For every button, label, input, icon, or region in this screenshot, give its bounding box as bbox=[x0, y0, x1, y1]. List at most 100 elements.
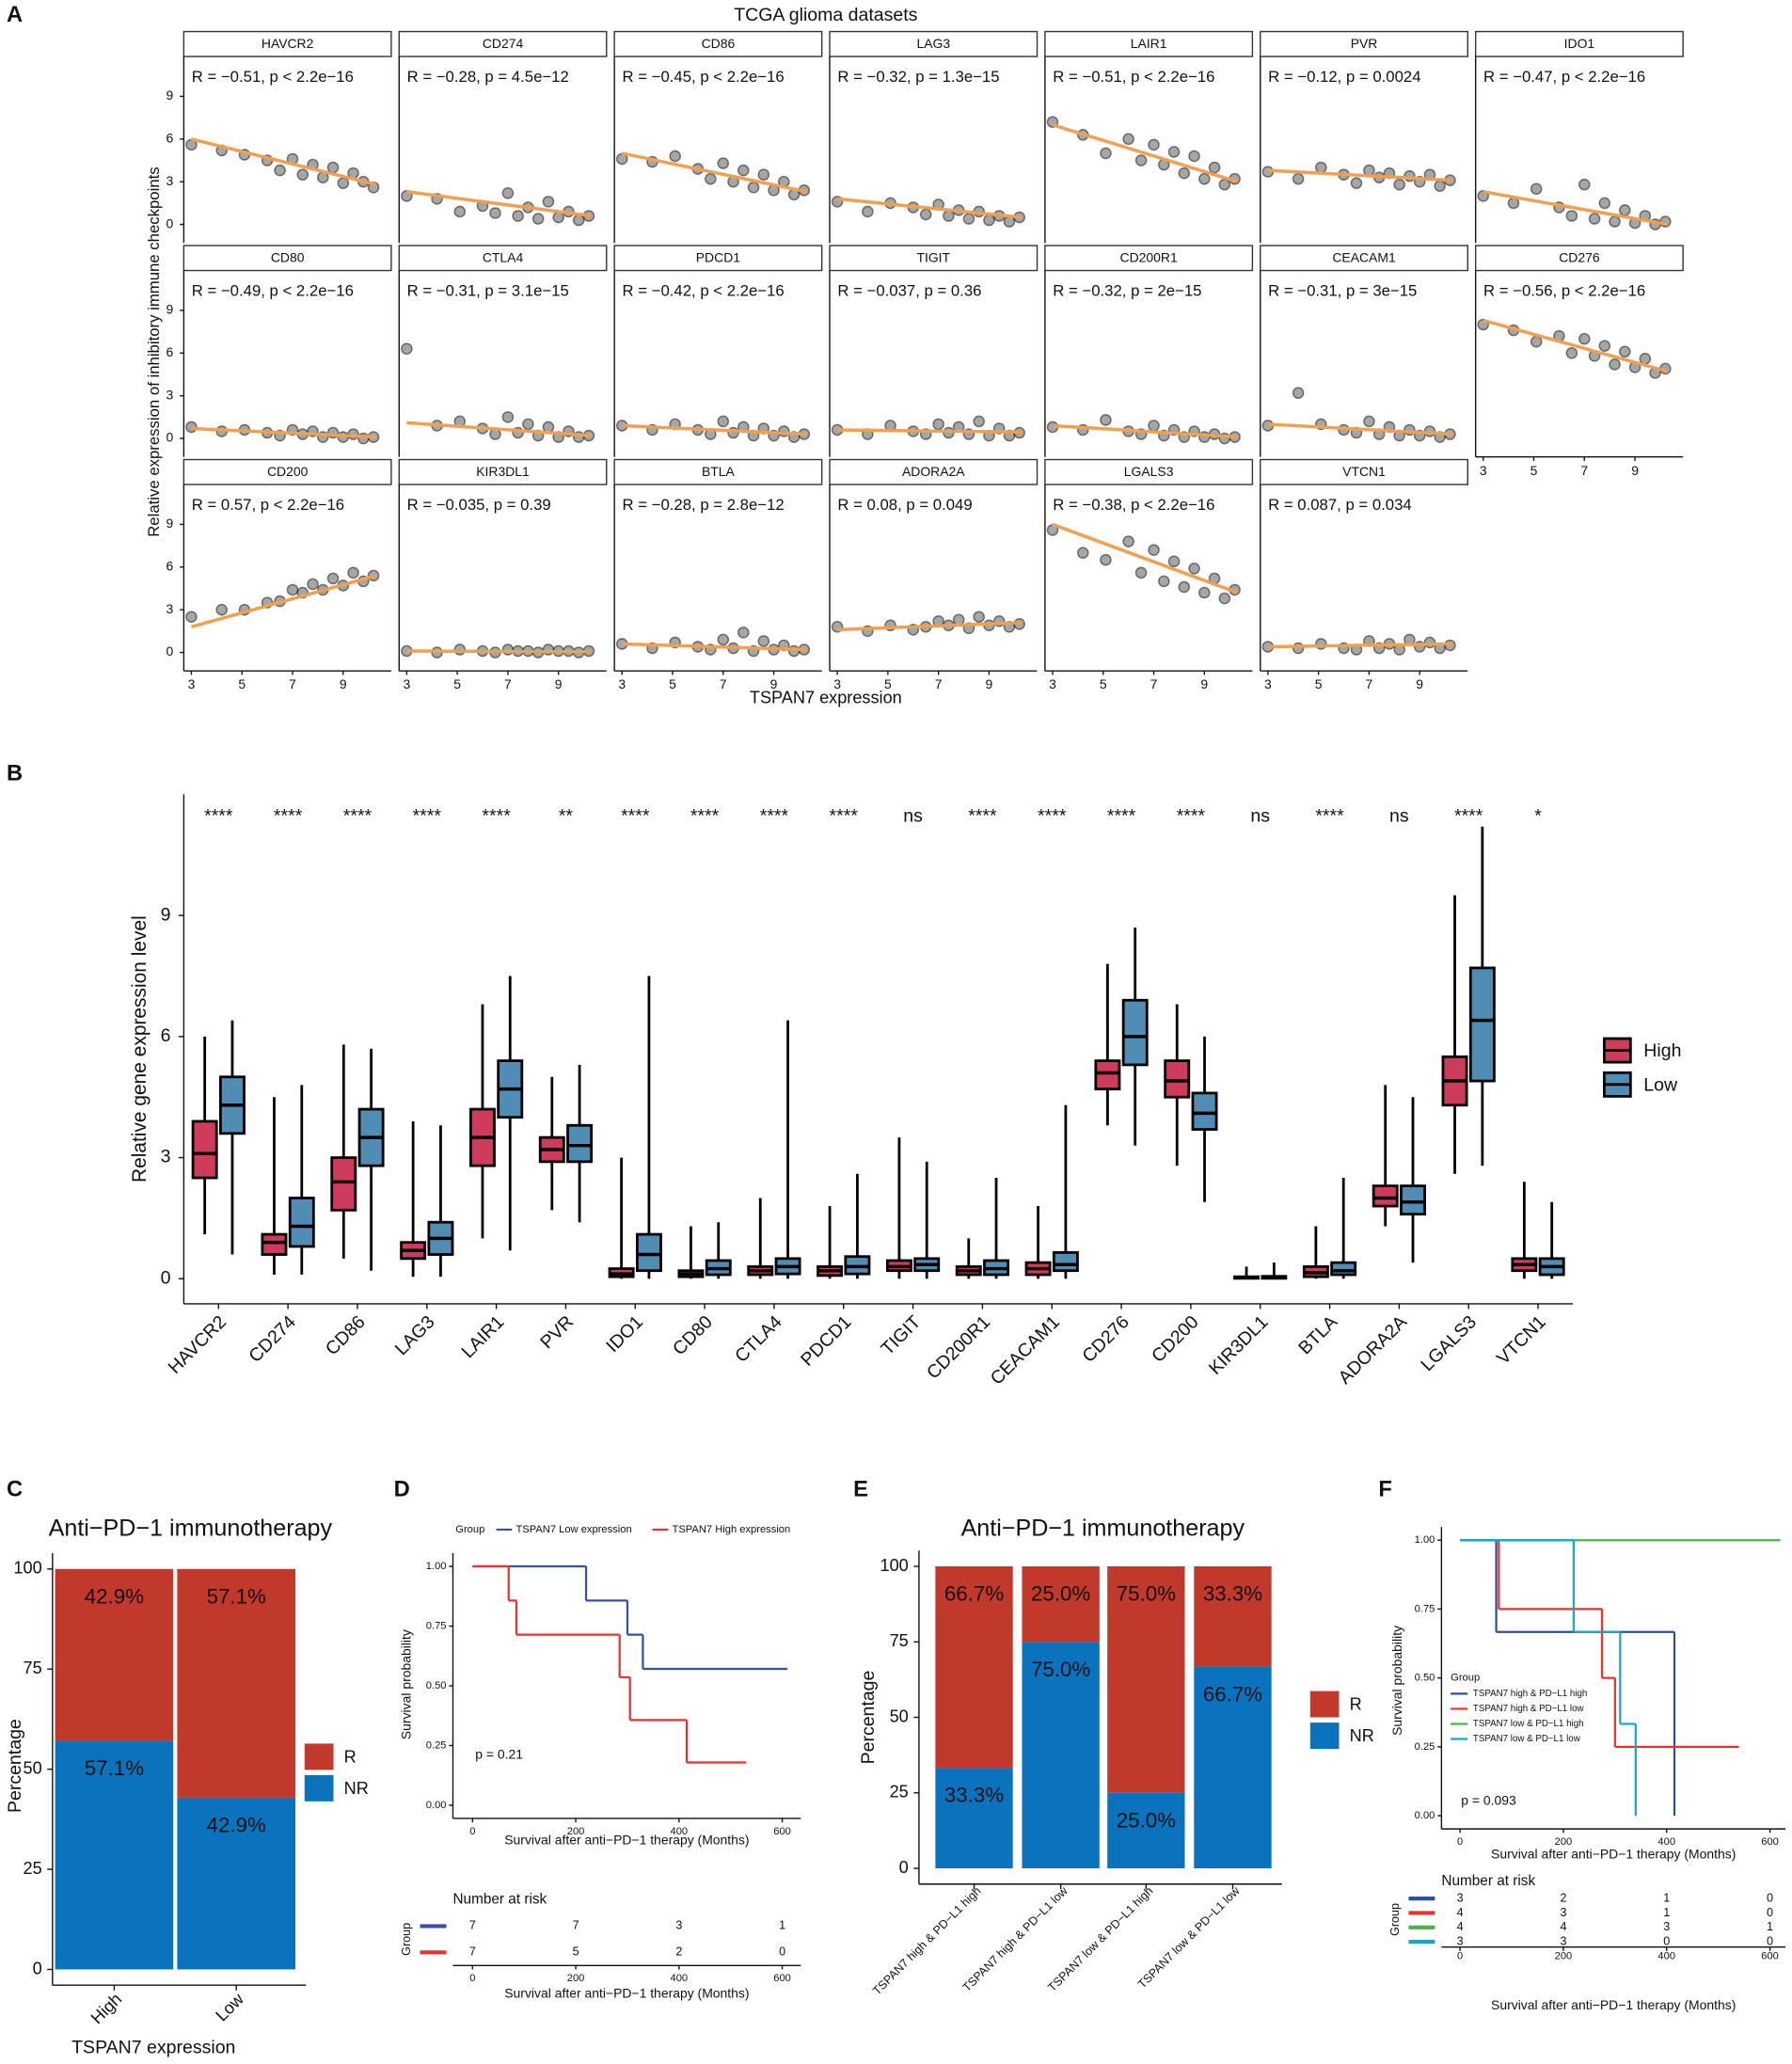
point bbox=[1619, 204, 1631, 216]
facet-strip bbox=[1044, 30, 1254, 57]
chart-title: TCGA glioma datasets bbox=[734, 5, 917, 25]
point bbox=[919, 208, 932, 221]
point bbox=[1292, 642, 1305, 655]
x-tick-label: LAG3 bbox=[391, 1311, 439, 1359]
facet-strip bbox=[1260, 245, 1468, 272]
significance-label: **** bbox=[1038, 805, 1067, 826]
risk-title: Number at risk bbox=[452, 1892, 547, 1908]
chart-title: Anti−PD−1 immunotherapy bbox=[49, 1516, 333, 1542]
point bbox=[737, 164, 750, 177]
x-tick-label: 7 bbox=[935, 676, 943, 691]
significance-label: **** bbox=[830, 805, 859, 826]
facet-title: LGALS3 bbox=[1124, 464, 1174, 479]
legend-label: High bbox=[1643, 1040, 1681, 1061]
value-label: 42.9% bbox=[85, 1584, 144, 1608]
facet-title: KIR3DL1 bbox=[476, 464, 530, 479]
x-tick-label: 600 bbox=[1761, 1836, 1779, 1848]
x-tick-label: HAVCR2 bbox=[165, 1311, 231, 1378]
y-axis-label: Relative gene expression level bbox=[129, 915, 151, 1183]
value-label: 33.3% bbox=[1203, 1582, 1262, 1606]
facet-annotation: R = −0.51, p < 2.2e−16 bbox=[192, 68, 354, 86]
point bbox=[542, 196, 555, 208]
x-tick-label: 5 bbox=[1530, 463, 1538, 478]
point bbox=[1218, 592, 1231, 605]
facet-title: PVR bbox=[1351, 36, 1378, 51]
facet-annotation: R = −0.32, p = 2e−15 bbox=[1053, 281, 1201, 299]
point bbox=[1198, 172, 1211, 185]
x-tick-label: 5 bbox=[1315, 676, 1323, 691]
y-tick-label: 3 bbox=[166, 387, 173, 402]
fit-line bbox=[1267, 422, 1453, 437]
point bbox=[1122, 133, 1134, 146]
y-tick-label: 0.50 bbox=[1415, 1673, 1435, 1684]
point bbox=[401, 342, 413, 356]
risk-count: 3 bbox=[1560, 1934, 1566, 1947]
value-label: 25.0% bbox=[1117, 1808, 1176, 1832]
x-tick-label: ADORA2A bbox=[1335, 1311, 1412, 1389]
y-tick-label: 0.00 bbox=[426, 1800, 447, 1811]
value-label: 33.3% bbox=[944, 1784, 1004, 1807]
fit-line bbox=[622, 642, 807, 652]
x-tick-label: CD86 bbox=[322, 1311, 370, 1359]
facet-annotation: R = −0.037, p = 0.36 bbox=[837, 281, 981, 299]
point bbox=[1530, 183, 1543, 196]
point bbox=[1148, 138, 1160, 151]
point bbox=[1148, 420, 1160, 432]
facet-strip bbox=[398, 458, 608, 485]
significance-label: ** bbox=[559, 805, 574, 826]
point bbox=[1292, 387, 1305, 399]
y-tick-label: 0.50 bbox=[426, 1680, 447, 1691]
bar-segment bbox=[935, 1768, 1013, 1868]
significance-label: **** bbox=[1454, 805, 1483, 826]
point bbox=[1134, 154, 1148, 167]
risk-count: 1 bbox=[1663, 1891, 1670, 1904]
x-tick-label: CD80 bbox=[669, 1311, 717, 1359]
point bbox=[717, 633, 730, 646]
x-tick-label: 3 bbox=[1480, 463, 1487, 478]
facet-title: ADORA2A bbox=[902, 464, 965, 479]
facet-strip bbox=[829, 30, 1039, 57]
fit-line bbox=[1483, 190, 1669, 227]
y-tick-label: 100 bbox=[13, 1559, 41, 1578]
point bbox=[1167, 146, 1181, 158]
y-tick-label: 75 bbox=[23, 1659, 41, 1677]
fit-line bbox=[836, 197, 1023, 219]
risk-count: 7 bbox=[573, 1919, 579, 1932]
point bbox=[962, 213, 975, 225]
legend-title: Group bbox=[455, 1524, 484, 1535]
point bbox=[531, 213, 545, 225]
x-tick-label: LGALS3 bbox=[1417, 1311, 1481, 1375]
facet-annotation: R = −0.28, p = 2.8e−12 bbox=[623, 496, 785, 514]
value-label: 25.0% bbox=[1031, 1582, 1090, 1606]
legend-label: TSPAN7 High expression bbox=[673, 1524, 791, 1535]
y-tick-label: 1.00 bbox=[1415, 1534, 1435, 1546]
point bbox=[1598, 340, 1611, 353]
facet-strip bbox=[1044, 245, 1254, 272]
point bbox=[326, 161, 340, 174]
point bbox=[737, 627, 750, 639]
risk-count: 3 bbox=[1457, 1934, 1464, 1947]
point bbox=[1100, 147, 1112, 160]
x-tick-label: BTLA bbox=[1294, 1311, 1341, 1358]
y-axis-label: Relative expression of inhibitory immune… bbox=[145, 167, 163, 536]
x-tick-label: 5 bbox=[453, 676, 461, 691]
point bbox=[1578, 332, 1591, 345]
risk-count: 4 bbox=[1457, 1906, 1464, 1919]
y-tick-label: 25 bbox=[890, 1783, 909, 1802]
risk-count: 0 bbox=[1767, 1934, 1773, 1947]
facet-annotation: R = 0.087, p = 0.034 bbox=[1268, 496, 1412, 514]
box bbox=[1121, 998, 1149, 1067]
risk-y-label: Group bbox=[400, 1923, 413, 1956]
y-tick-label: 9 bbox=[166, 87, 173, 103]
box bbox=[1400, 1184, 1426, 1216]
box bbox=[261, 1232, 288, 1256]
y-tick-label: 0.25 bbox=[426, 1739, 447, 1751]
y-tick-label: 50 bbox=[890, 1707, 909, 1725]
risk-count: 0 bbox=[779, 1945, 785, 1959]
point bbox=[1639, 353, 1652, 365]
box bbox=[635, 1232, 662, 1273]
point bbox=[1609, 358, 1621, 371]
point bbox=[1178, 580, 1191, 594]
fit-line bbox=[406, 190, 592, 218]
point bbox=[501, 187, 515, 199]
